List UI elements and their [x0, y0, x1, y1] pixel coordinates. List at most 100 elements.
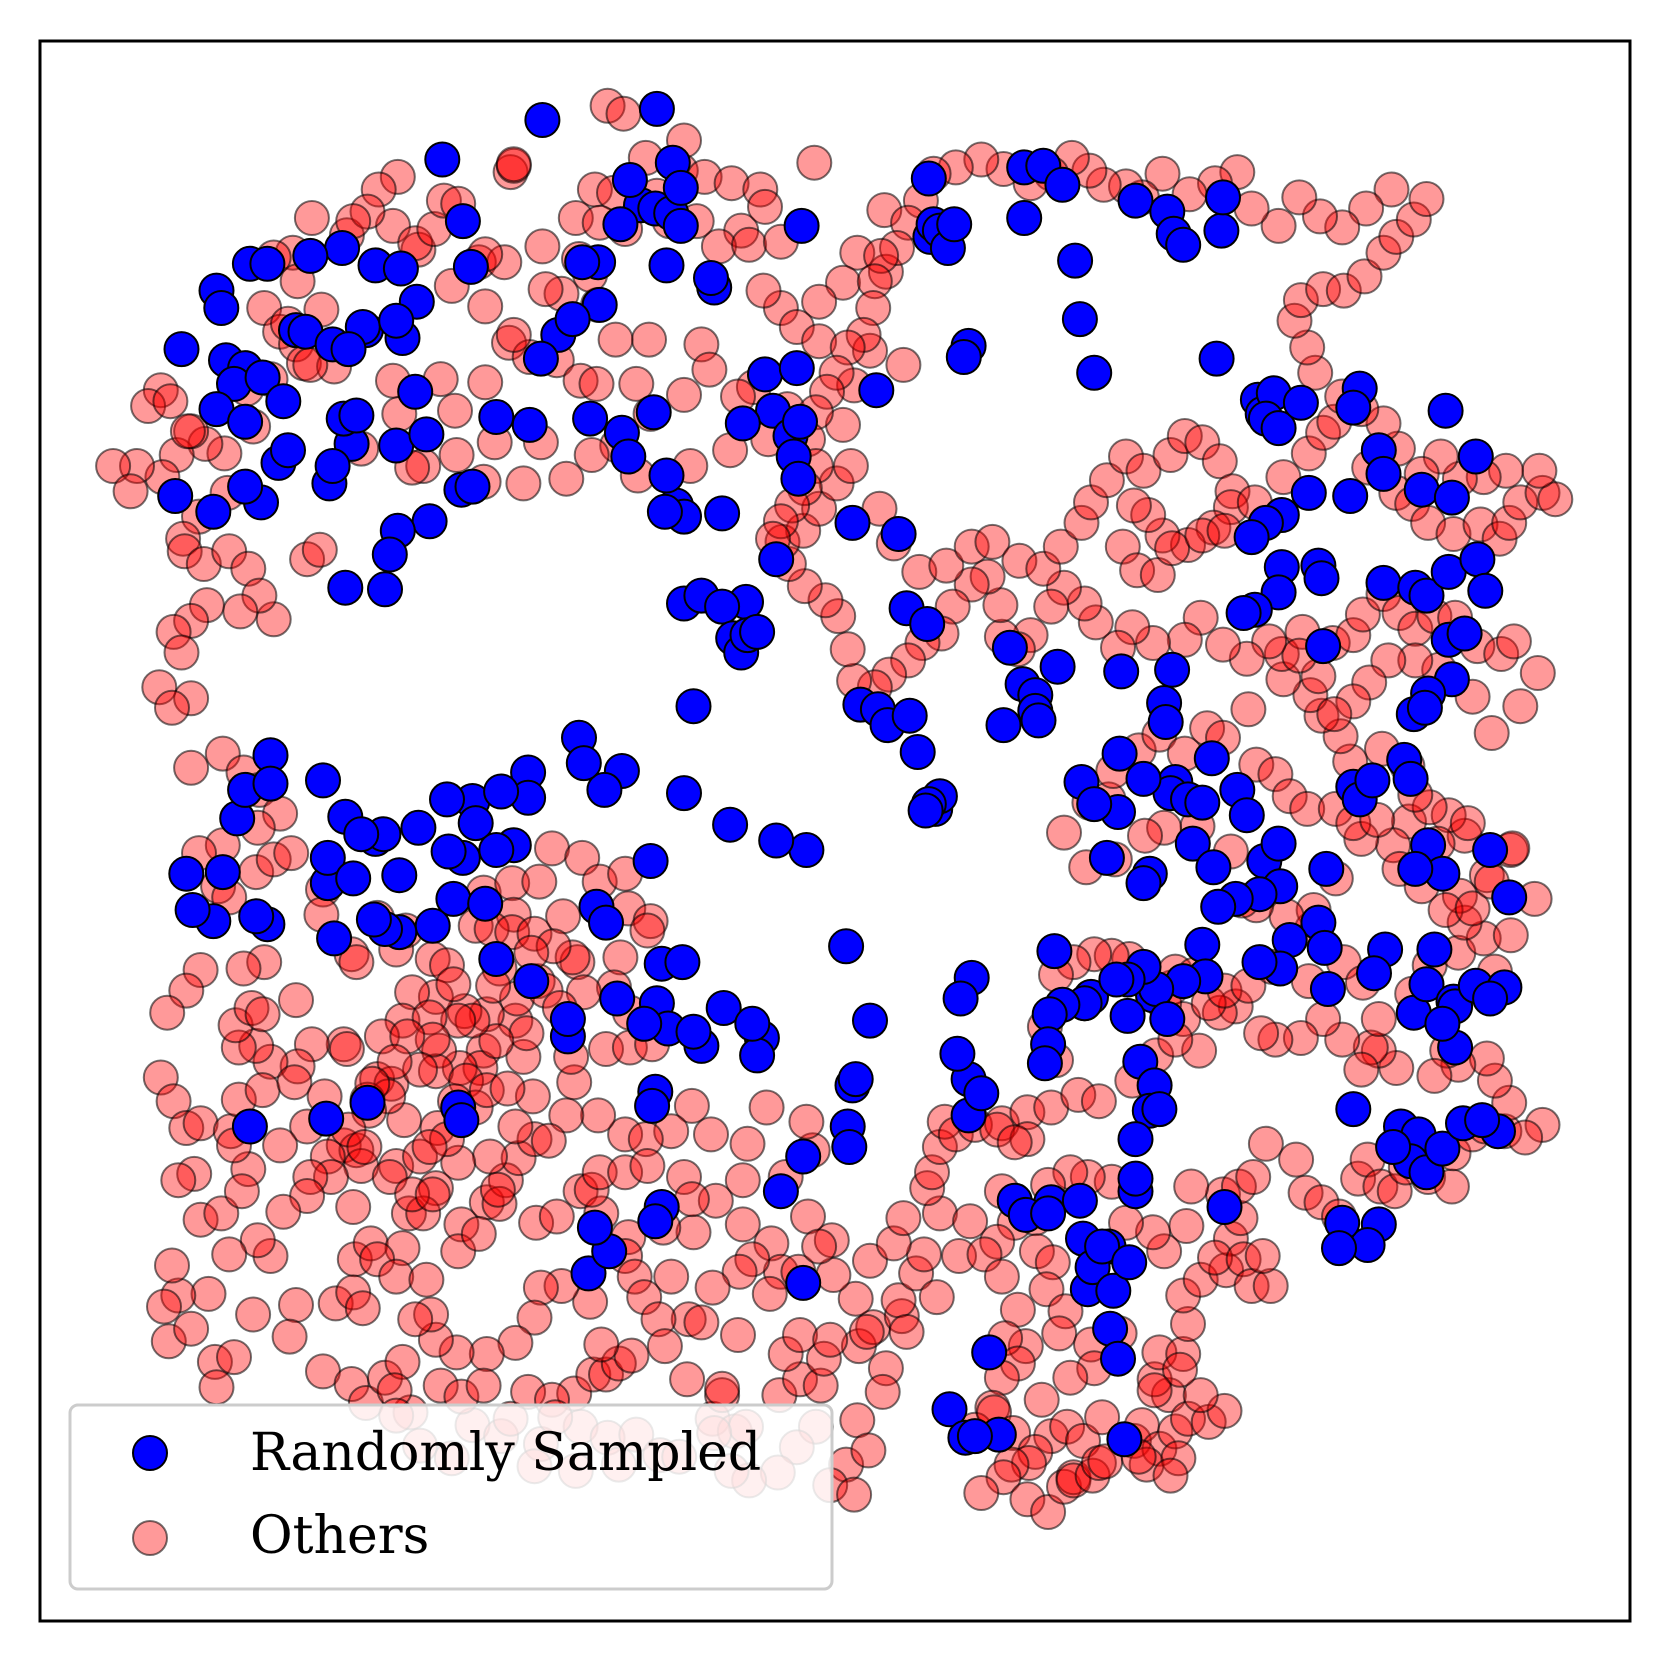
point-others	[408, 1261, 445, 1298]
point-randomly-sampled	[1030, 1195, 1067, 1232]
point-others	[468, 1072, 505, 1109]
point-others	[495, 146, 532, 183]
point-randomly-sampled	[758, 822, 795, 859]
point-others	[1343, 1051, 1380, 1088]
point-randomly-sampled	[1308, 850, 1345, 887]
point-others	[1088, 462, 1125, 499]
point-randomly-sampled	[314, 448, 351, 484]
point-others	[338, 944, 375, 981]
point-randomly-sampled	[1076, 354, 1113, 391]
point-others	[239, 1222, 276, 1259]
point-randomly-sampled	[1184, 784, 1221, 821]
point-others	[1205, 626, 1241, 663]
point-randomly-sampled	[899, 734, 936, 770]
point-randomly-sampled	[343, 816, 380, 853]
point-others	[616, 1258, 653, 1295]
point-randomly-sampled	[1356, 955, 1392, 992]
point-randomly-sampled	[778, 350, 815, 387]
point-others	[1063, 504, 1100, 541]
point-randomly-sampled	[1306, 929, 1343, 966]
point-randomly-sampled	[1174, 825, 1211, 862]
point-others	[691, 351, 728, 388]
point-others	[235, 1296, 272, 1333]
point-others	[223, 1173, 260, 1210]
point-others	[888, 1313, 925, 1350]
point-others	[190, 1275, 227, 1312]
point-others	[220, 1029, 257, 1066]
point-others	[613, 1337, 650, 1374]
point-others	[292, 1159, 329, 1195]
point-randomly-sampled	[662, 169, 699, 206]
point-others	[605, 95, 642, 132]
point-randomly-sampled	[956, 1418, 993, 1455]
point-others	[1154, 530, 1191, 567]
point-randomly-sampled	[1203, 212, 1240, 249]
point-randomly-sampled	[831, 1129, 868, 1165]
point-randomly-sampled	[1354, 762, 1391, 799]
point-randomly-sampled	[400, 809, 437, 846]
point-randomly-sampled	[739, 1037, 776, 1074]
point-randomly-sampled	[785, 1138, 822, 1175]
point-randomly-sampled	[1103, 653, 1140, 690]
point-others	[850, 1432, 887, 1469]
point-others	[1427, 892, 1464, 928]
point-others	[378, 1148, 415, 1184]
point-others	[440, 1002, 477, 1039]
point-others	[1492, 917, 1529, 954]
point-others	[1009, 1121, 1046, 1158]
point-others	[1144, 155, 1181, 192]
point-others	[241, 577, 278, 614]
point-others	[301, 531, 338, 568]
point-others	[1166, 621, 1203, 658]
point-randomly-sampled	[316, 920, 353, 957]
point-randomly-sampled	[265, 383, 302, 420]
point-others	[675, 1214, 712, 1251]
point-randomly-sampled	[330, 331, 367, 368]
point-others	[394, 974, 431, 1011]
point-others	[918, 1279, 955, 1316]
point-randomly-sampled	[1109, 997, 1146, 1034]
point-others	[1290, 435, 1327, 472]
point-others	[809, 373, 845, 410]
point-others	[376, 1043, 413, 1080]
point-others	[713, 165, 750, 202]
point-others	[313, 1159, 349, 1195]
point-randomly-sampled	[675, 688, 712, 725]
point-randomly-sampled	[910, 160, 947, 197]
point-others	[1282, 1020, 1319, 1056]
point-others	[534, 830, 570, 867]
point-randomly-sampled	[1098, 961, 1135, 998]
point-others	[694, 1269, 731, 1306]
point-randomly-sampled	[1457, 438, 1494, 475]
point-randomly-sampled	[511, 406, 548, 443]
point-others	[855, 290, 892, 326]
point-others	[683, 1304, 720, 1341]
point-others	[405, 1195, 442, 1232]
point-others	[1017, 1433, 1054, 1470]
point-randomly-sampled	[712, 806, 749, 843]
point-randomly-sampled	[452, 248, 489, 285]
point-randomly-sampled	[586, 771, 623, 808]
point-others	[1271, 778, 1308, 815]
point-randomly-sampled	[1408, 966, 1445, 1003]
point-others	[693, 1116, 729, 1153]
point-others	[807, 582, 844, 619]
point-randomly-sampled	[1031, 996, 1068, 1033]
point-others	[438, 1334, 475, 1371]
point-randomly-sampled	[457, 805, 494, 842]
point-randomly-sampled	[524, 102, 561, 138]
point-others	[941, 1238, 977, 1274]
point-others	[848, 1313, 885, 1350]
point-others	[753, 1225, 790, 1262]
point-others	[1181, 1032, 1218, 1069]
point-randomly-sampled	[666, 775, 702, 812]
point-others	[1182, 1377, 1219, 1414]
point-others	[748, 1089, 785, 1126]
point-others	[580, 1097, 617, 1134]
point-randomly-sampled	[444, 203, 481, 240]
series-randomly-sampled	[157, 90, 1528, 1458]
point-randomly-sampled	[936, 206, 973, 243]
point-randomly-sampled	[1095, 1272, 1132, 1309]
point-others	[1502, 484, 1539, 521]
point-others	[1162, 1351, 1198, 1388]
